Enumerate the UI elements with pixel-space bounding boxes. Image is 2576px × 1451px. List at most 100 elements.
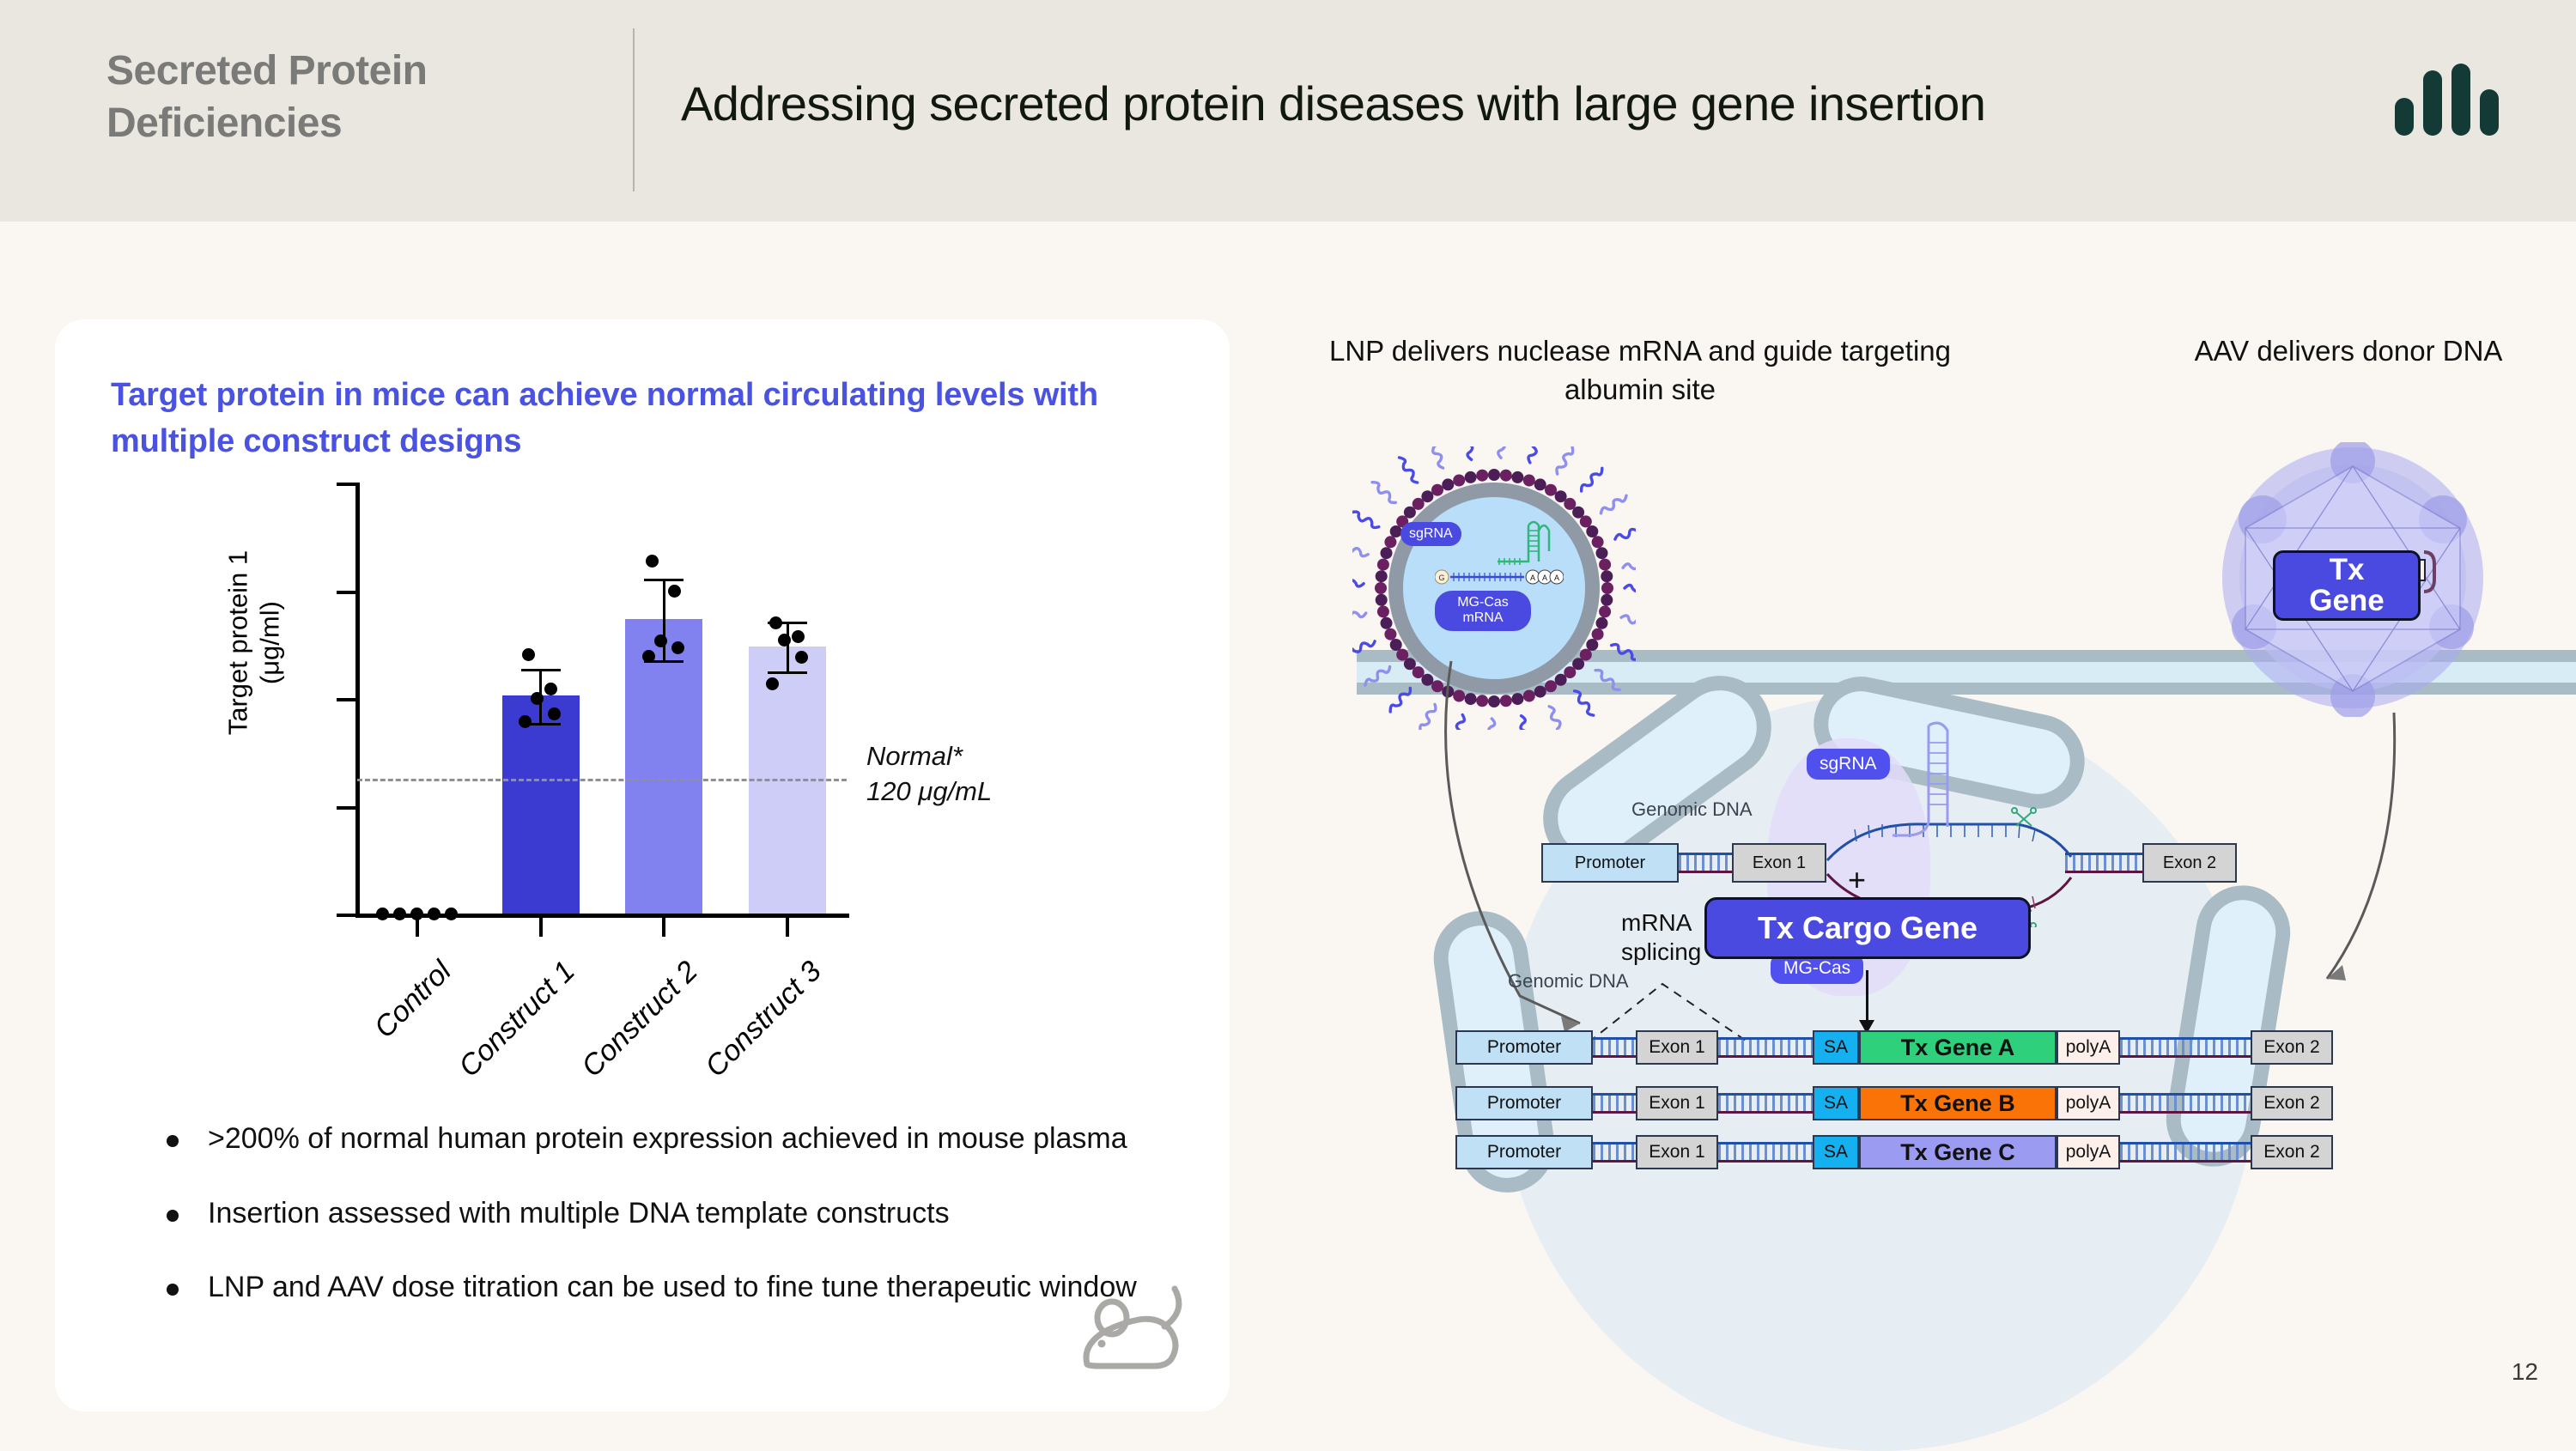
data-point: [653, 634, 667, 647]
slide-title: Addressing secreted protein diseases wit…: [681, 76, 1986, 131]
data-point: [765, 677, 779, 691]
data-point: [667, 585, 681, 598]
svg-text:G: G: [1438, 574, 1444, 582]
construct-promoter: Promoter: [1455, 1086, 1593, 1120]
bullet-dot-icon: [167, 1209, 179, 1222]
data-point: [794, 650, 808, 664]
construct-promoter: Promoter: [1455, 1030, 1593, 1065]
error-cap-bottom: [520, 722, 561, 726]
bar-chart: Target protein 1 (μg/ml) 0100200300400Co…: [222, 483, 992, 1084]
construct-exon2: Exon 2: [2251, 1086, 2333, 1120]
construct-exon2: Exon 2: [2251, 1030, 2333, 1065]
data-point: [548, 707, 562, 721]
construct-exon1: Exon 1: [1636, 1030, 1718, 1065]
lnp-lipid-heads: [1375, 469, 1613, 707]
list-item: LNP and AAV dose titration can be used t…: [167, 1266, 1137, 1308]
error-cap-bottom: [768, 671, 808, 674]
x-tick: [786, 918, 790, 937]
bullet-text: >200% of normal human protein expression…: [208, 1122, 1127, 1155]
bullet-text: Insertion assessed with multiple DNA tem…: [208, 1196, 950, 1229]
error-bar: [662, 578, 665, 661]
construct-sa: SA: [1813, 1030, 1859, 1065]
y-tick: [337, 914, 357, 917]
exon1-box: Exon 1: [1732, 843, 1826, 883]
lnp-mrna-label: MG-Cas mRNA: [1435, 591, 1531, 631]
genomic-dna-label-top: Genomic DNA: [1631, 798, 1753, 820]
dna-linker: [1593, 1142, 1636, 1163]
dna-linker: [2120, 1142, 2251, 1163]
header-divider: [633, 28, 635, 191]
dna-linker: [2120, 1037, 2251, 1058]
x-tick: [415, 918, 419, 937]
aav-txgene-badge: Tx Gene: [2273, 550, 2421, 621]
construct-gene: Tx Gene C: [1859, 1135, 2057, 1169]
error-cap-bottom: [644, 660, 684, 664]
y-tick: [337, 805, 357, 810]
bar-2: [625, 619, 703, 914]
construct-polya: polyA: [2057, 1135, 2120, 1169]
sgrna-hairpin-icon: [1498, 520, 1551, 565]
x-axis-line: [355, 914, 849, 918]
cell-membrane-inner: [1357, 683, 2576, 695]
genomic-dna-label-bottom: Genomic DNA: [1508, 970, 1629, 992]
mrna-strand-icon: G A A A: [1435, 569, 1564, 585]
normal-reference-line: [357, 779, 847, 782]
mouse-icon: [1072, 1282, 1192, 1389]
sgrna-scaffold-icon: [1893, 721, 1949, 837]
bullet-dot-icon: [167, 1135, 179, 1147]
bar-1: [501, 695, 580, 914]
dna-linker: [2120, 1093, 2251, 1114]
bullet-text: LNP and AAV dose titration can be used t…: [208, 1271, 1137, 1304]
lnp-sgrna-label: sgRNA: [1400, 522, 1461, 547]
error-cap-top: [520, 669, 561, 672]
data-card: Target protein in mice can achieve norma…: [55, 319, 1230, 1412]
dna-rungs: [1679, 855, 1732, 871]
x-tick: [538, 918, 543, 937]
diagram-stage: sgRNA G: [1288, 292, 2576, 1451]
construct-exon2: Exon 2: [2251, 1135, 2333, 1169]
dna-segment: [2065, 853, 2147, 873]
y-tick: [337, 590, 357, 594]
list-item: >200% of normal human protein expression…: [167, 1118, 1137, 1160]
data-point: [410, 907, 424, 920]
lnp-heading: LNP delivers nuclease mRNA and guide tar…: [1329, 335, 1951, 406]
mechanism-diagram: LNP delivers nuclease mRNA and guide tar…: [1288, 292, 2576, 1451]
logo-bar-3: [2451, 64, 2470, 136]
construct-sa: SA: [1813, 1135, 1859, 1169]
y-tick: [337, 483, 357, 486]
lnp-to-nucleus-arrow: [1444, 660, 1581, 1032]
downward-arrow: [1859, 970, 1874, 1034]
data-point: [777, 633, 791, 647]
dna-linker: [1718, 1037, 1813, 1058]
slide-header: Secreted Protein Deficiencies Addressing…: [0, 0, 2576, 222]
error-bar: [786, 621, 789, 671]
sgrna-pill: sgRNA: [1807, 749, 1890, 780]
construct-promoter: Promoter: [1455, 1135, 1593, 1169]
data-point: [522, 648, 536, 662]
data-point: [791, 629, 805, 643]
data-point: [671, 641, 684, 654]
dna-linker: [1718, 1093, 1813, 1114]
error-cap-top: [644, 578, 684, 581]
splice-dashed-lines: [1588, 982, 1749, 1043]
promoter-box: Promoter: [1541, 843, 1679, 883]
aav-to-cargo-arrow: [2325, 712, 2397, 980]
construct-sa: SA: [1813, 1086, 1859, 1120]
data-point: [393, 907, 407, 920]
dna-linker: [1718, 1142, 1813, 1163]
tx-cargo-gene-box: Tx Cargo Gene: [1704, 897, 2031, 959]
data-point: [428, 907, 441, 920]
y-tick: [337, 698, 357, 701]
construct-polya: polyA: [2057, 1030, 2120, 1065]
exon2-box: Exon 2: [2142, 843, 2237, 883]
company-logo: [2395, 64, 2499, 136]
dna-segment: [1679, 853, 1732, 873]
dna-linker: [1593, 1037, 1636, 1058]
scissors-icon: [2011, 807, 2037, 827]
y-axis-line: [355, 483, 360, 917]
data-point: [445, 907, 459, 920]
aav-heading: AAV delivers donor DNA: [2194, 335, 2503, 367]
logo-bar-4: [2480, 89, 2499, 136]
normal-reference-label: Normal* 120 μg/mL: [866, 741, 993, 807]
logo-bar-2: [2423, 70, 2442, 136]
